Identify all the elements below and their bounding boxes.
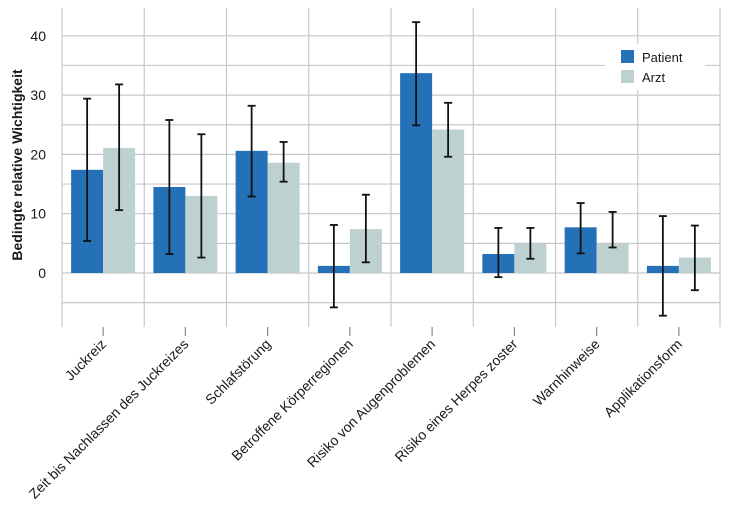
error-bar-patient-risiko-eines-herpes-zoster xyxy=(494,227,503,279)
error-bar-arzt-warnhinweise xyxy=(608,211,617,249)
legend-swatch-arzt xyxy=(621,70,634,83)
error-bar-arzt-risiko-eines-herpes-zoster xyxy=(526,227,535,260)
y-tick-label: 0 xyxy=(38,265,46,281)
error-bar-arzt-schlafstörung xyxy=(279,141,288,183)
grid-layer xyxy=(61,8,721,327)
y-tick-label: 30 xyxy=(30,87,46,103)
x-tick-label-schlafstörung: Schlafstörung xyxy=(202,336,274,408)
error-bars-layer xyxy=(83,21,699,317)
legend-swatch-patient xyxy=(621,50,634,63)
x-tick-label-applikationsform: Applikationsform xyxy=(600,336,684,420)
error-bar-patient-juckreiz xyxy=(83,97,92,242)
bar-arzt-warnhinweise xyxy=(596,243,629,273)
error-bar-patient-schlafstörung xyxy=(247,104,256,198)
x-tick-label-juckreiz: Juckreiz xyxy=(62,336,110,384)
error-bar-patient-betroffene-körperregionen xyxy=(329,224,338,309)
error-bar-patient-zeit-bis-nachlassen-des-juckreizes xyxy=(165,119,174,255)
y-tick-label: 20 xyxy=(30,146,46,162)
error-bar-arzt-zeit-bis-nachlassen-des-juckreizes xyxy=(197,133,206,259)
error-bar-patient-warnhinweise xyxy=(576,202,585,255)
error-bar-arzt-betroffene-körperregionen xyxy=(361,193,370,264)
error-bar-arzt-risiko-von-augenproblemen xyxy=(444,101,453,158)
legend: Patient Arzt xyxy=(605,44,705,90)
error-bar-arzt-juckreiz xyxy=(115,83,124,212)
legend-label-patient: Patient xyxy=(642,50,683,65)
error-bar-arzt-applikationsform xyxy=(690,224,699,292)
y-axis-label: Bedingte relative Wichtigkeit xyxy=(9,69,25,261)
y-tick-label: 10 xyxy=(30,206,46,222)
error-bar-patient-risiko-von-augenproblemen xyxy=(412,21,421,127)
x-tick-label-warnhinweise: Warnhinweise xyxy=(530,336,603,409)
x-tick-label-zeit-bis-nachlassen-des-juckreizes: Zeit bis Nachlassen des Juckreizes xyxy=(26,336,192,502)
error-bar-patient-applikationsform xyxy=(658,215,667,317)
y-tick-label: 40 xyxy=(30,28,46,44)
legend-label-arzt: Arzt xyxy=(642,70,666,85)
y-axis: 0 10 20 30 40 xyxy=(30,28,46,281)
